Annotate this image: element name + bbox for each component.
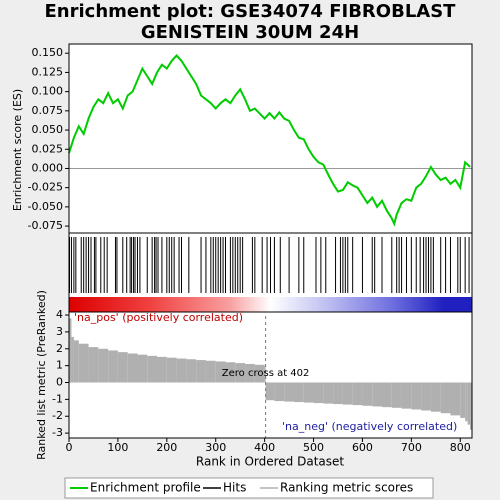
metric-bar (284, 382, 294, 402)
y-tick-label: 0.025 (32, 142, 64, 155)
metric-bar (465, 382, 468, 422)
y-axis-label: Enrichment score (ES) (11, 89, 24, 211)
metric-bar (470, 382, 472, 430)
y-tick-label: -1 (52, 392, 63, 405)
x-tick-label: 0 (66, 441, 73, 454)
metric-bar (137, 354, 148, 383)
y-tick-label: -3 (52, 426, 63, 439)
x-axis-label: Rank in Ordered Dataset (196, 455, 344, 469)
chart-title: GENISTEIN 30UM 24H (141, 22, 359, 43)
metric-bar (225, 362, 236, 383)
y-tick-label: -0.050 (28, 200, 63, 213)
metric-bar (88, 347, 99, 383)
x-tick-label: 700 (401, 441, 422, 454)
enrichment-profile (68, 54, 471, 227)
y-tick-label: 0.150 (32, 46, 64, 59)
y-tick-label: 0.125 (32, 65, 64, 78)
metric-bar (391, 382, 402, 408)
y-tick-label: -0.025 (28, 181, 63, 194)
metric-bar (71, 336, 74, 383)
metric-bar (265, 382, 275, 401)
metric-bar (127, 353, 138, 383)
x-tick-label: 300 (205, 441, 226, 454)
metric-bar (467, 382, 471, 425)
metric-bar (235, 363, 246, 383)
metric-bar (382, 382, 392, 408)
metric-bar (245, 363, 255, 383)
metric-bar (147, 355, 158, 383)
y-tick-label: -0.075 (28, 219, 63, 232)
x-tick-label: 800 (450, 441, 471, 454)
metric-bar (205, 360, 216, 383)
x-tick-label: 400 (254, 441, 275, 454)
y-tick-label: 0.075 (32, 104, 64, 117)
metric-bar (352, 382, 363, 406)
legend-label: Enrichment profile (90, 481, 201, 495)
y-tick-label: 0 (56, 376, 63, 389)
metric-bar (460, 382, 466, 418)
metric-bar (342, 382, 353, 405)
metric-bar (333, 382, 343, 405)
metric-bar (421, 382, 431, 411)
pos-label: 'na_pos' (positively correlated) (74, 311, 243, 324)
legend-label: Hits (223, 481, 246, 495)
neg-label: 'na_neg' (negatively correlated) (282, 420, 457, 433)
marks (68, 54, 472, 438)
metric-bar (108, 350, 118, 383)
frame (68, 43, 473, 439)
metric-bar (98, 348, 109, 383)
x-tick-label: 600 (352, 441, 373, 454)
legend (64, 477, 434, 499)
metric-bar (313, 382, 324, 404)
metric-bar (176, 358, 187, 383)
metric-bar (372, 382, 383, 407)
y-tick-label: 0.000 (32, 161, 64, 174)
y-tick-label: -2 (52, 409, 63, 422)
metric-bar (196, 360, 206, 383)
metric-bar (78, 343, 89, 383)
zero-cross-label: Zero cross at 402 (222, 368, 310, 379)
metric-bar (440, 382, 451, 414)
metric-bar (411, 382, 422, 410)
metric-bar (264, 365, 266, 383)
metric-bar (73, 340, 79, 383)
metric-bar (117, 352, 128, 383)
metric-bar (254, 364, 265, 383)
y-tick-label: 1 (56, 359, 63, 372)
metric-bar (323, 382, 334, 404)
metric-bar (450, 382, 461, 416)
metric-bar (293, 382, 304, 403)
rank-color-band (69, 297, 472, 312)
y-tick-label: 3 (56, 325, 63, 338)
metric-bar (157, 356, 167, 383)
x-tick-label: 100 (107, 441, 128, 454)
metric-bar (166, 357, 177, 383)
metric-bar (69, 318, 72, 383)
metric-bar (186, 359, 197, 383)
y-axis-label: Ranked list metric (PreRanked) (35, 290, 48, 460)
metric-bar (401, 382, 412, 409)
y-tick-label: 0.050 (32, 123, 64, 136)
metric-bar (303, 382, 314, 403)
metric-bar (430, 382, 441, 412)
chart-title: Enrichment plot: GSE34074 FIBROBLAST (45, 1, 457, 22)
y-tick-label: 4 (56, 308, 63, 321)
metric-bar (215, 361, 226, 383)
y-tick-label: 0.100 (32, 85, 64, 98)
legend-label: Ranking metric scores (280, 481, 413, 495)
y-tick-label: 2 (56, 342, 63, 355)
metric-bar (362, 382, 373, 406)
x-tick-label: 200 (156, 441, 177, 454)
metric-bar (274, 382, 285, 402)
x-tick-label: 500 (303, 441, 324, 454)
